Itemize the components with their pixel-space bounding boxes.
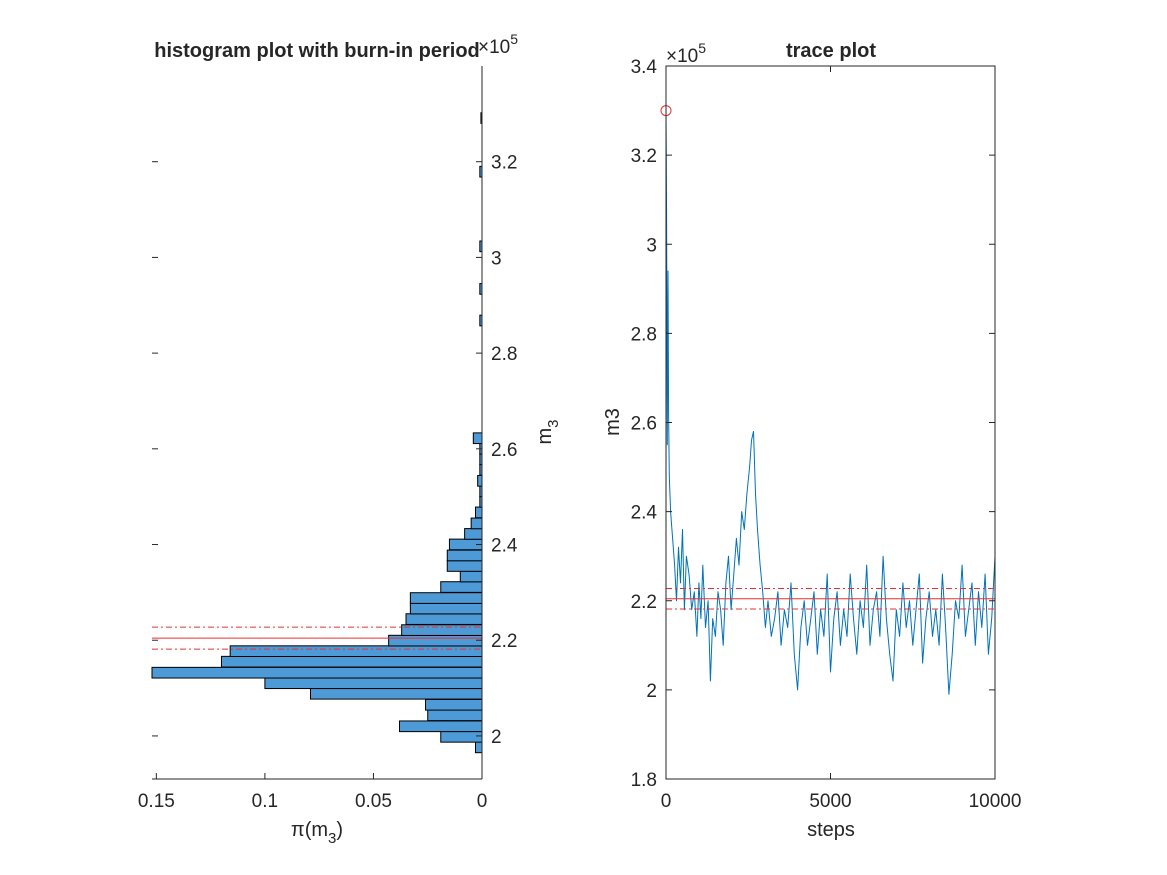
histogram-x-tick-label: 0.05 <box>355 791 392 812</box>
histogram-bar <box>405 613 483 625</box>
trace-y-tick-label: 2.4 <box>631 503 658 524</box>
histogram-bar <box>474 506 483 519</box>
trace-axes: 0 5000 10000 1.8 2 2.2 2.4 2.6 2.8 3 3.2 3.4 <box>631 57 1022 812</box>
histogram-bar <box>446 560 483 572</box>
trace-exponent-label: ×105 <box>666 40 706 67</box>
histogram-exponent-label: ×105 <box>478 31 518 58</box>
histogram-reference-lines <box>152 626 482 650</box>
histogram-y-tick-label: 2.8 <box>491 344 517 365</box>
histogram-y-tick-label: 3 <box>491 248 502 269</box>
histogram-y-tick-label: 2.2 <box>491 631 517 652</box>
histogram-x-tick-label: 0.15 <box>138 791 175 812</box>
trace-y-tick-label: 3.4 <box>631 57 658 78</box>
histogram-bar <box>446 549 483 562</box>
trace-x-tick-label: 10000 <box>969 791 1022 812</box>
histogram-bar <box>477 474 483 487</box>
histogram-y-tick-label: 2.4 <box>491 536 518 557</box>
trace-title: trace plot <box>786 40 876 62</box>
histogram-bar <box>264 677 483 690</box>
trace-x-tick-label: 0 <box>661 791 672 812</box>
histogram-xlabel: π(m3) <box>291 819 343 847</box>
histogram-x-tick-label: 0 <box>477 791 488 812</box>
histogram-bar <box>388 634 483 647</box>
trace-exponent-base: ×10 <box>666 46 698 67</box>
histogram-bar <box>309 687 483 700</box>
histogram-bar <box>409 592 483 604</box>
histogram-exponent-power: 5 <box>510 31 518 47</box>
trace-exponent-power: 5 <box>698 40 706 56</box>
histogram-x-tick-label: 0.1 <box>252 791 278 812</box>
trace-ylabel: m3 <box>602 408 624 436</box>
histogram-xlabel-main: π(m <box>291 819 328 841</box>
trace-y-tick-label: 3 <box>646 235 657 256</box>
trace-y-tick-label: 2 <box>646 681 657 702</box>
histogram-axes: 0.15 0.1 0.05 0 2 2.2 2.4 2.6 2.8 3 3.2 <box>138 66 518 812</box>
histogram-bar <box>474 741 483 754</box>
histogram-ylabel-sub: 3 <box>545 419 562 427</box>
histogram-y-tick-label: 2.6 <box>491 440 517 461</box>
histogram-bar <box>151 666 483 679</box>
trace-series-line <box>665 110 996 695</box>
trace-y-tick-label: 2.6 <box>631 414 657 435</box>
trace-reference-lines <box>666 587 995 610</box>
histogram-ylabel: m3 <box>534 419 562 444</box>
histogram-xlabel-sub: 3 <box>328 830 336 847</box>
histogram-title: histogram plot with burn-in period <box>154 40 480 62</box>
trace-y-tick-label: 1.8 <box>631 770 657 791</box>
histogram-bars <box>151 112 483 754</box>
trace-panel: 0 5000 10000 1.8 2 2.2 2.4 2.6 2.8 3 3.2 3.4 trace … <box>602 40 1021 841</box>
histogram-bar <box>459 570 483 583</box>
histogram-bar <box>409 602 483 615</box>
histogram-bar <box>425 698 483 711</box>
trace-y-tick-label: 2.8 <box>631 324 657 345</box>
histogram-panel: 0.15 0.1 0.05 0 2 2.2 2.4 2.6 2.8 3 3.2 histogram … <box>138 31 562 847</box>
histogram-exponent-base: ×10 <box>478 37 510 58</box>
trace-line-group <box>665 110 996 695</box>
histogram-bar <box>399 720 483 733</box>
histogram-xlabel-close: ) <box>336 819 343 841</box>
trace-x-tick-label: 5000 <box>809 791 851 812</box>
trace-y-tick-label: 2.2 <box>631 592 657 613</box>
trace-xlabel: steps <box>807 819 855 841</box>
histogram-bar <box>464 528 483 540</box>
histogram-bar <box>440 730 483 743</box>
histogram-bar <box>401 624 483 636</box>
histogram-ylabel-main: m <box>534 428 556 445</box>
histogram-bar <box>440 581 483 593</box>
trace-y-tick-label: 3.2 <box>631 146 657 167</box>
histogram-bar <box>472 432 483 445</box>
histogram-y-tick-label: 2 <box>491 727 502 748</box>
histogram-bar <box>427 709 483 722</box>
histogram-y-tick-label: 3.2 <box>491 153 517 174</box>
histogram-bar <box>229 645 483 657</box>
histogram-bar <box>470 517 483 530</box>
histogram-bar <box>220 655 483 668</box>
